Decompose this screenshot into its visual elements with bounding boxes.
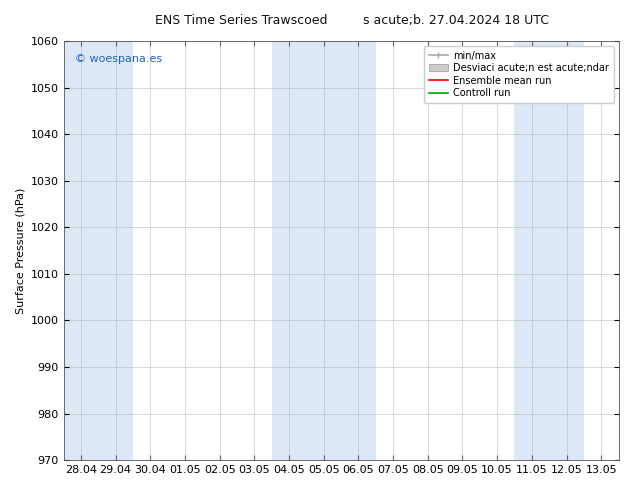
Bar xyxy=(63,41,133,460)
Legend: min/max, Desviaci acute;n est acute;ndar, Ensemble mean run, Controll run: min/max, Desviaci acute;n est acute;ndar… xyxy=(424,46,614,103)
Text: ENS Time Series Trawscoed: ENS Time Series Trawscoed xyxy=(155,14,327,27)
Bar xyxy=(271,41,376,460)
Bar xyxy=(514,41,584,460)
Text: s acute;b. 27.04.2024 18 UTC: s acute;b. 27.04.2024 18 UTC xyxy=(363,14,550,27)
Y-axis label: Surface Pressure (hPa): Surface Pressure (hPa) xyxy=(15,187,25,314)
Text: © woespana.es: © woespana.es xyxy=(75,53,162,64)
